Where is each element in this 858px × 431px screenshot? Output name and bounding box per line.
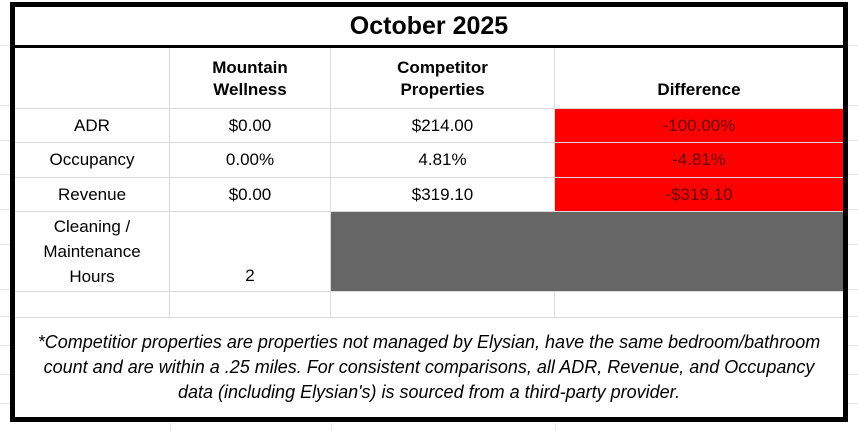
gridline [848, 403, 858, 404]
gridline [0, 105, 10, 106]
gridline [0, 174, 10, 175]
gridline [848, 105, 858, 106]
revenue-difference[interactable]: -$319.10 [555, 178, 843, 211]
gridline [0, 209, 10, 210]
cleaning-hours-blocked-cell[interactable] [331, 212, 843, 291]
gridline [848, 174, 858, 175]
gridline [0, 345, 10, 346]
report-title[interactable]: October 2025 [15, 7, 843, 48]
gridline [331, 423, 332, 431]
gridline [170, 423, 171, 431]
adr-competitor-properties[interactable]: $214.00 [331, 109, 554, 142]
cleaning-hours-mountain-wellness[interactable]: 2 [170, 212, 330, 291]
empty-cell[interactable] [15, 292, 169, 317]
header-row-label[interactable] [15, 48, 169, 108]
row-label-revenue[interactable]: Revenue [15, 178, 169, 211]
adr-mountain-wellness[interactable]: $0.00 [170, 109, 330, 142]
row-label-adr[interactable]: ADR [15, 109, 169, 142]
header-difference[interactable]: Difference [555, 48, 843, 108]
header-mountain-wellness[interactable]: Mountain Wellness [170, 48, 330, 108]
gridline [555, 423, 556, 431]
gridline [0, 289, 10, 290]
empty-cell[interactable] [555, 292, 843, 317]
row-label-cleaning-maintenance-hours[interactable]: Cleaning / Maintenance Hours [15, 212, 169, 291]
revenue-mountain-wellness[interactable]: $0.00 [170, 178, 330, 211]
row-label-occupancy[interactable]: Occupancy [15, 143, 169, 177]
report-grid: Mountain Wellness Competitor Properties … [15, 48, 843, 417]
occupancy-competitor-properties[interactable]: 4.81% [331, 143, 554, 177]
gridline [848, 45, 858, 46]
gridline [848, 140, 858, 141]
gridline [0, 45, 10, 46]
empty-cell[interactable] [170, 292, 330, 317]
gridline [0, 403, 10, 404]
adr-difference[interactable]: -100.00% [555, 109, 843, 142]
gridline [0, 374, 10, 375]
gridline [848, 316, 858, 317]
gridline [848, 244, 858, 245]
header-competitor-properties[interactable]: Competitor Properties [331, 48, 554, 108]
gridline [848, 374, 858, 375]
occupancy-difference[interactable]: -4.81% [555, 143, 843, 177]
gridline [848, 209, 858, 210]
gridline [0, 244, 10, 245]
occupancy-mountain-wellness[interactable]: 0.00% [170, 143, 330, 177]
gridline [848, 345, 858, 346]
footnote[interactable]: *Competitior properties are properties n… [15, 318, 843, 417]
revenue-competitor-properties[interactable]: $319.10 [331, 178, 554, 211]
comparison-report-table: October 2025 Mountain Wellness Competito… [10, 2, 848, 422]
gridline [848, 289, 858, 290]
gridline [0, 316, 10, 317]
empty-cell[interactable] [331, 292, 554, 317]
gridline [0, 140, 10, 141]
